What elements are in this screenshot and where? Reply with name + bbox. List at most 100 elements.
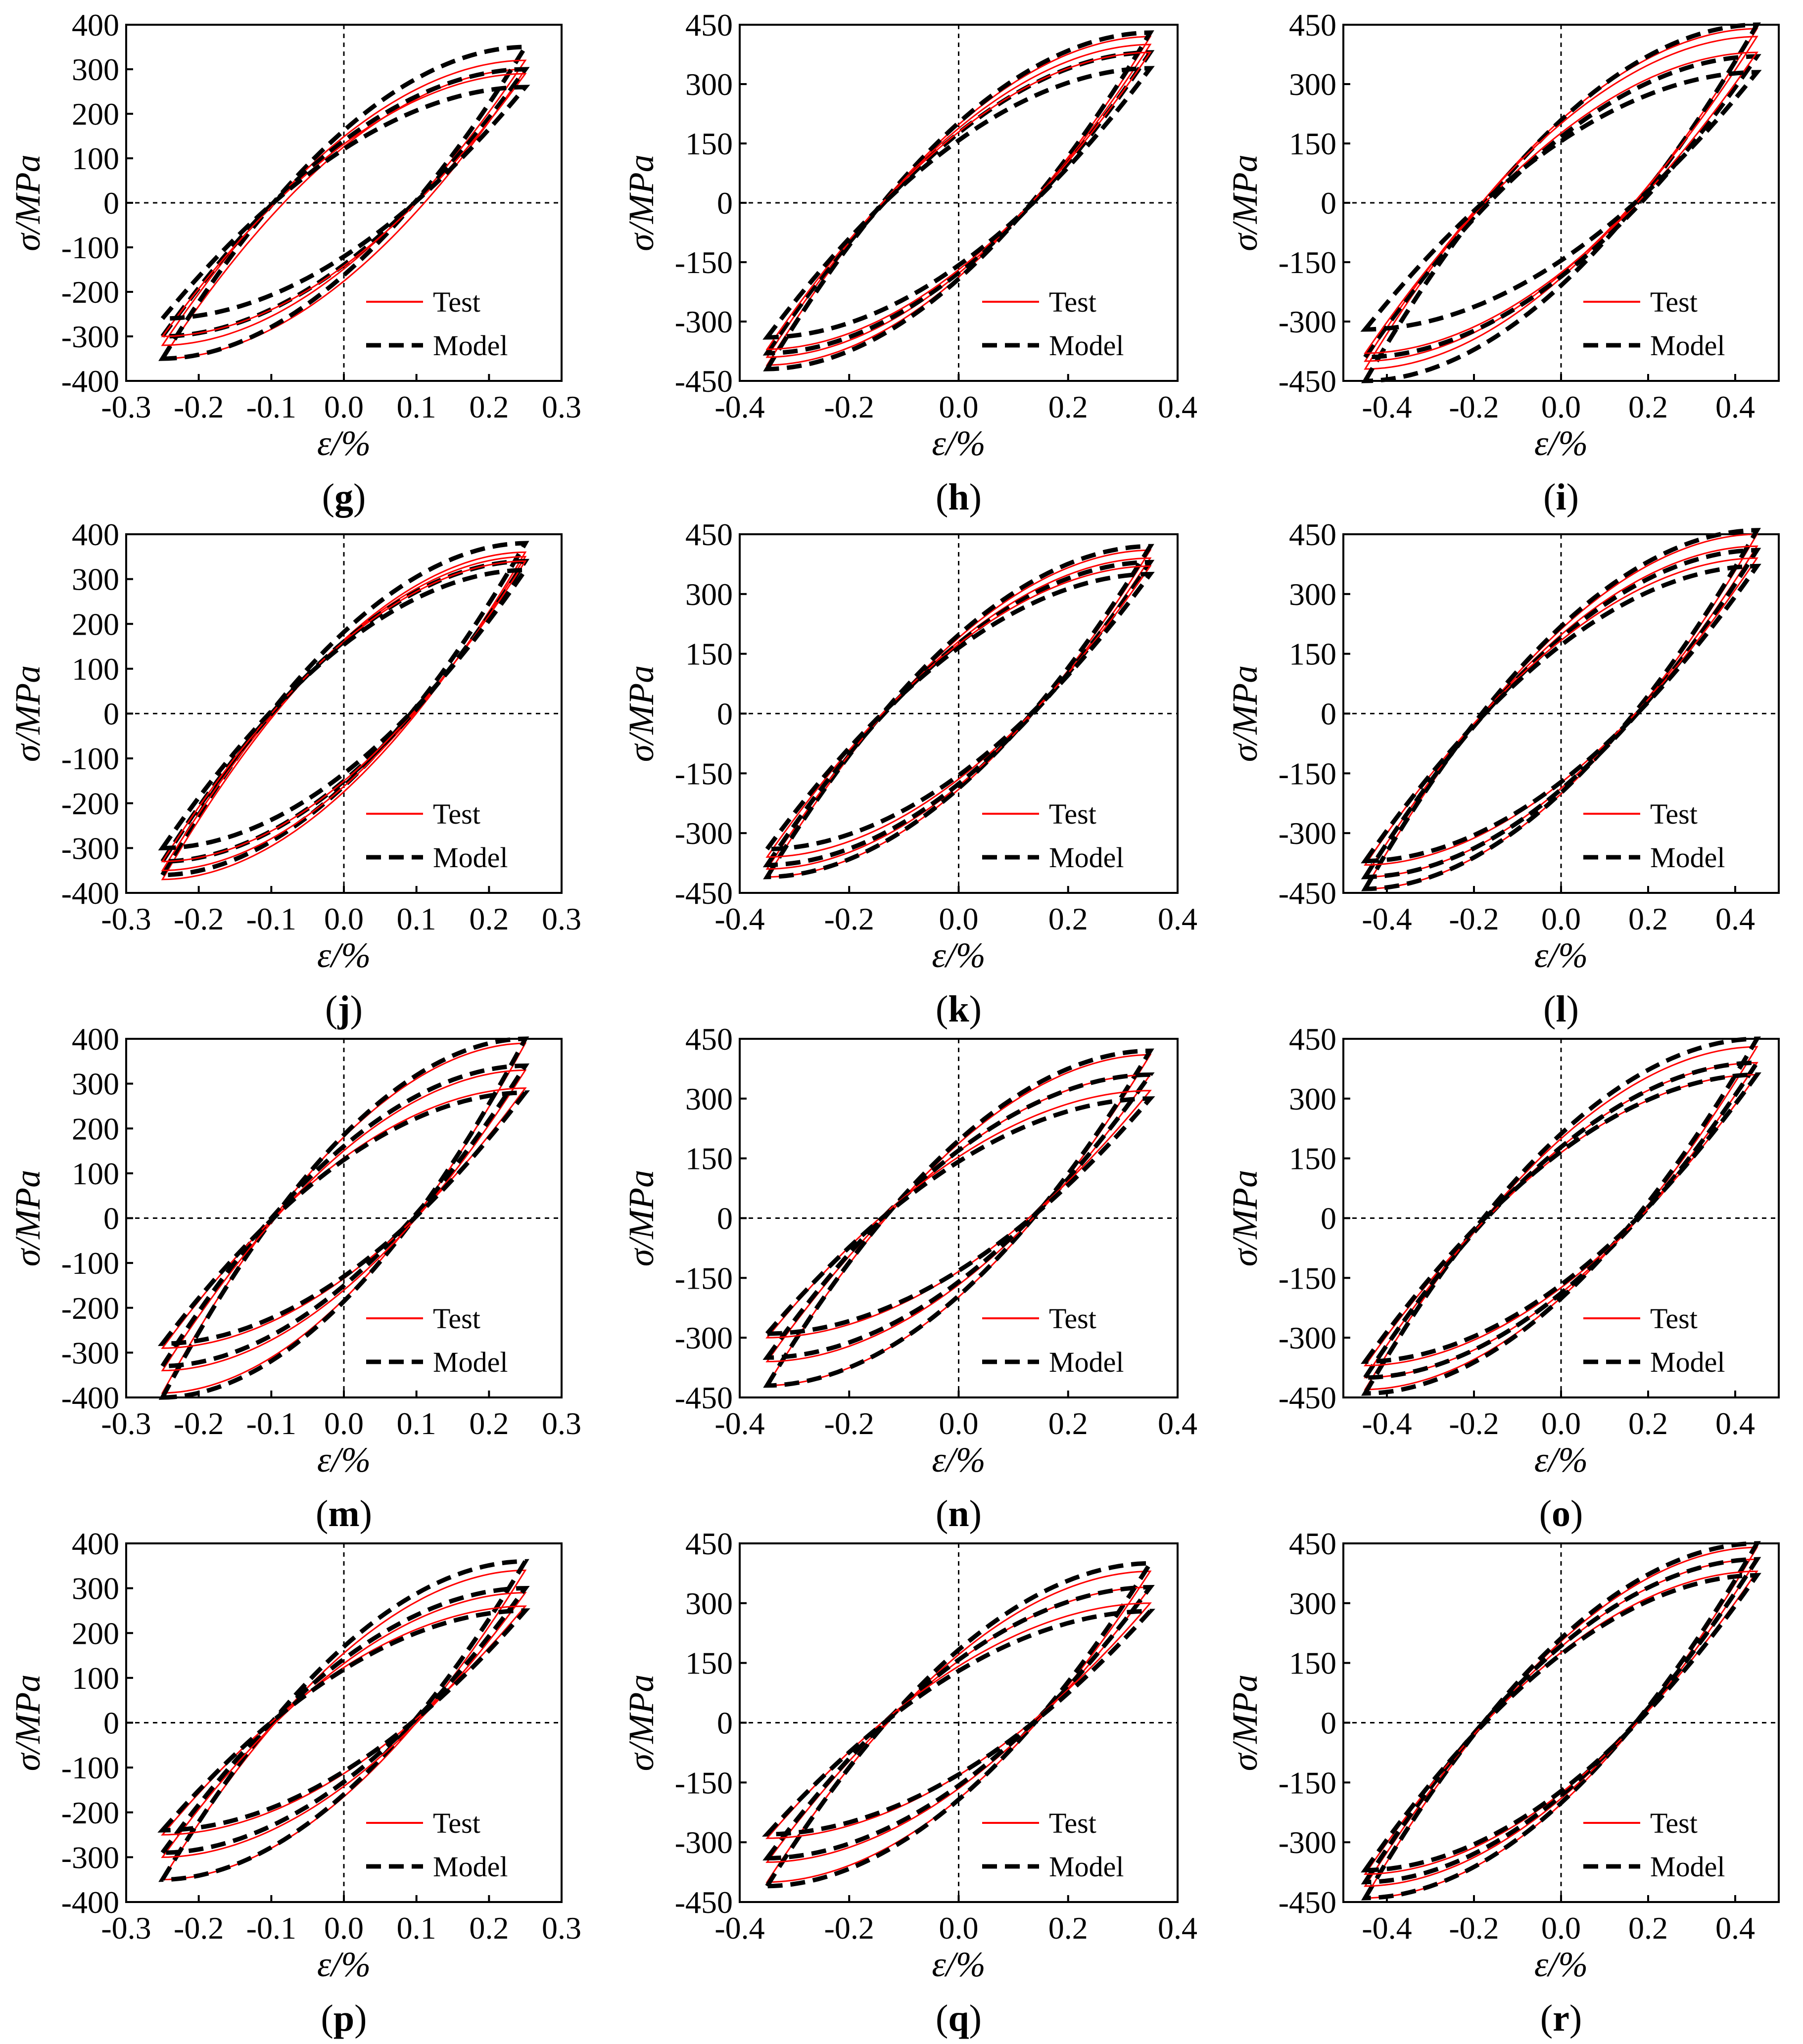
legend-model-label: Model (433, 1346, 508, 1378)
y-tick-label: -100 (61, 230, 119, 265)
x-tick-label: 0.0 (939, 1910, 979, 1946)
y-tick-label: 200 (72, 606, 119, 642)
chart-panel-l: -0.4 -0.2 0.0 0.2 0.4 450 300 150 0 -150 -300 -450 ε… (1225, 517, 1780, 1030)
y-tick-label: 0 (103, 1201, 119, 1236)
y-tick-label: 0 (717, 1706, 733, 1741)
y-tick-label: 0 (103, 697, 119, 732)
y-tick-label: 450 (1289, 7, 1336, 43)
x-tick-label: -0.3 (101, 1406, 151, 1441)
y-tick-label: -450 (1279, 876, 1336, 911)
chart-panel-g: -0.3 -0.2 -0.1 0.0 0.1 0.2 0.3 400 300 200 100 0 -10… (8, 7, 581, 518)
x-tick-label: -0.3 (101, 901, 151, 936)
x-tick-label: -0.2 (824, 1910, 874, 1946)
test-loop-3 (161, 1605, 527, 1836)
legend-test-label: Test (1049, 798, 1096, 830)
x-axis-label: ε/% (317, 1440, 371, 1480)
panel-label: (m) (316, 1493, 372, 1534)
y-tick-label: -200 (61, 1795, 119, 1830)
model-loop-3 (1361, 563, 1761, 864)
x-tick-label: 0.4 (1715, 901, 1755, 936)
y-tick-label: 300 (1289, 577, 1336, 612)
y-axis-label: σ/MPa (621, 154, 661, 251)
y-tick-label: -300 (1279, 304, 1336, 339)
x-tick-label: -0.2 (174, 389, 224, 424)
x-axis-label: ε/% (317, 1945, 371, 1984)
x-tick-label: -0.2 (1449, 1910, 1499, 1946)
legend-test-label: Test (433, 1302, 480, 1335)
y-tick-label: 300 (685, 1586, 733, 1621)
legend-model-label: Model (433, 1851, 508, 1883)
x-tick-label: 0.2 (1048, 901, 1088, 936)
y-tick-label: -200 (61, 786, 119, 821)
x-tick-label: 0.4 (1158, 901, 1197, 936)
x-tick-label: 0.0 (1541, 1910, 1581, 1946)
y-tick-label: -150 (1279, 1765, 1336, 1800)
y-axis-label: σ/MPa (8, 665, 47, 762)
test-loop-2 (1364, 36, 1758, 362)
y-tick-label: 300 (1289, 67, 1336, 102)
x-axis-label: ε/% (932, 1945, 985, 1984)
y-tick-label: 0 (1321, 1201, 1336, 1236)
y-axis-label: σ/MPa (1225, 1170, 1265, 1266)
y-tick-label: -450 (675, 1885, 733, 1920)
x-tick-label: -0.4 (1362, 1910, 1412, 1946)
y-tick-label: -150 (1279, 1260, 1336, 1296)
legend-test-label: Test (1049, 1302, 1096, 1335)
model-loop-3 (157, 1608, 530, 1833)
model-loop-3 (762, 1096, 1155, 1336)
panel-label: (r) (1540, 1998, 1582, 2039)
model-loop-3 (158, 567, 530, 851)
x-tick-label: 0.2 (1628, 1910, 1668, 1946)
y-tick-label: 0 (1321, 186, 1336, 221)
y-tick-label: -150 (675, 1260, 733, 1296)
y-tick-label: -450 (1279, 364, 1336, 399)
x-tick-label: -0.2 (824, 901, 874, 936)
y-tick-label: -300 (675, 1825, 733, 1860)
legend-test-label: Test (433, 798, 480, 830)
test-loop-3 (1364, 557, 1758, 866)
y-tick-label: 300 (685, 577, 733, 612)
chart-panel-j: -0.3 -0.2 -0.1 0.0 0.1 0.2 0.3 400 300 200 100 0 -10… (8, 517, 581, 1030)
x-tick-label: -0.4 (714, 901, 764, 936)
x-tick-label: 0.0 (324, 1910, 364, 1946)
y-tick-label: 100 (72, 141, 119, 176)
y-tick-label: -200 (61, 1291, 119, 1326)
y-tick-label: -450 (1279, 1380, 1336, 1415)
x-tick-label: -0.4 (714, 389, 764, 424)
x-tick-label: 0.4 (1158, 1910, 1197, 1946)
chart-panel-p: -0.3 -0.2 -0.1 0.0 0.1 0.2 0.3 400 300 200 100 0 -10… (8, 1526, 581, 2039)
panel-label: (i) (1543, 476, 1579, 518)
x-axis-label: ε/% (1534, 935, 1588, 975)
chart-panel-h: -0.4 -0.2 0.0 0.2 0.4 450 300 150 0 -150 -300 -450 ε… (621, 7, 1197, 518)
x-tick-label: 0.1 (397, 389, 436, 424)
x-tick-label: 0.0 (1541, 1406, 1581, 1441)
legend-model-label: Model (1049, 1346, 1124, 1378)
y-axis-label: σ/MPa (8, 154, 47, 251)
y-tick-label: 150 (1289, 1141, 1336, 1176)
legend-model-label: Model (1650, 1346, 1725, 1378)
test-loop-3 (765, 1090, 1152, 1339)
legend-test-label: Test (1049, 286, 1096, 318)
model-loop-2 (762, 1072, 1155, 1360)
model-loop-3 (762, 571, 1155, 852)
x-tick-label: -0.4 (1362, 901, 1412, 936)
y-axis-label: σ/MPa (621, 665, 661, 762)
y-tick-label: 150 (685, 1646, 733, 1681)
y-tick-label: -300 (61, 1840, 119, 1875)
model-loop-3 (1360, 70, 1762, 332)
x-tick-label: 0.3 (542, 1406, 581, 1441)
panel-label: (q) (936, 1998, 982, 2039)
y-tick-label: 400 (72, 1022, 119, 1057)
x-tick-label: 0.0 (939, 1406, 979, 1441)
y-tick-label: -300 (675, 304, 733, 339)
legend-test-label: Test (1049, 1807, 1096, 1839)
y-axis-label: σ/MPa (8, 1170, 47, 1266)
y-tick-label: -150 (675, 245, 733, 280)
x-tick-label: -0.2 (174, 1910, 224, 1946)
y-tick-label: -400 (61, 1885, 119, 1920)
x-tick-label: 0.2 (469, 1406, 509, 1441)
model-loop-3 (761, 1609, 1156, 1837)
y-axis-label: σ/MPa (1225, 1674, 1265, 1771)
legend-model-label: Model (433, 329, 508, 362)
